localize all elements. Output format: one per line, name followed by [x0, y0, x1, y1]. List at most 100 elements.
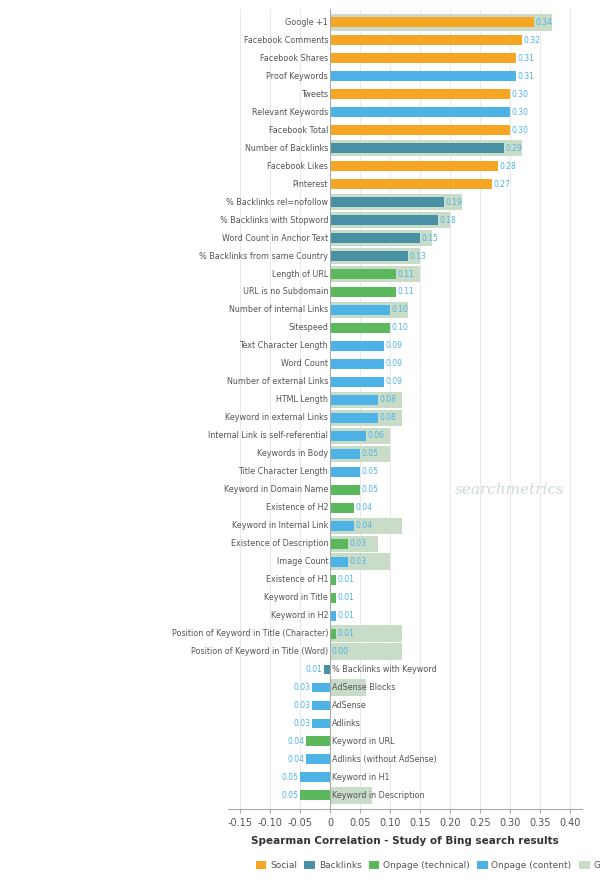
Text: 0.03: 0.03	[350, 557, 367, 566]
Text: 0.05: 0.05	[281, 791, 298, 800]
Text: 0.10: 0.10	[392, 324, 409, 332]
Text: 0.04: 0.04	[287, 755, 304, 764]
Bar	[330, 107, 510, 118]
Bar	[330, 625, 402, 642]
Text: AdSense: AdSense	[332, 701, 367, 710]
Text: Existence of H1: Existence of H1	[266, 575, 328, 584]
Bar	[330, 484, 360, 495]
Text: Existence of Description: Existence of Description	[230, 539, 328, 548]
Bar	[330, 557, 348, 567]
Text: Keyword in Description: Keyword in Description	[332, 791, 424, 800]
Bar	[330, 215, 438, 225]
Bar	[330, 89, 510, 99]
Text: Length of URL: Length of URL	[272, 270, 328, 278]
Text: Adlinks: Adlinks	[332, 719, 361, 728]
Bar	[330, 392, 402, 408]
Bar	[330, 266, 420, 282]
Bar	[330, 449, 360, 459]
Text: 0.30: 0.30	[512, 126, 529, 134]
Text: Tweets: Tweets	[301, 90, 328, 99]
Bar	[330, 517, 402, 534]
Text: Adlinks (without AdSense): Adlinks (without AdSense)	[332, 755, 437, 764]
Text: 0.04: 0.04	[287, 737, 304, 746]
Text: 0.03: 0.03	[293, 683, 310, 692]
Text: Number of internal Links: Number of internal Links	[229, 306, 328, 315]
Text: 0.30: 0.30	[512, 108, 529, 117]
Text: 0.11: 0.11	[398, 270, 415, 278]
Text: 0.09: 0.09	[386, 360, 403, 369]
Text: Existence of H2: Existence of H2	[266, 503, 328, 512]
Bar	[330, 161, 498, 171]
Text: Keyword in Domain Name: Keyword in Domain Name	[224, 485, 328, 494]
Text: Image Count: Image Count	[277, 557, 328, 566]
Text: Facebook Comments: Facebook Comments	[244, 35, 328, 45]
Bar	[330, 287, 396, 297]
Text: 0.32: 0.32	[524, 35, 541, 45]
Text: Keyword in URL: Keyword in URL	[332, 737, 394, 746]
Text: Keywords in Body: Keywords in Body	[257, 449, 328, 458]
Bar	[330, 644, 402, 659]
Text: 0.03: 0.03	[293, 719, 310, 728]
Text: Position of Keyword in Title (Word): Position of Keyword in Title (Word)	[191, 647, 328, 656]
Bar	[324, 665, 330, 674]
Text: 0.05: 0.05	[362, 468, 379, 476]
Text: HTML Length: HTML Length	[277, 395, 328, 404]
Bar	[330, 359, 384, 369]
Bar	[330, 395, 378, 405]
Bar	[330, 787, 372, 804]
Text: Proof Keywords: Proof Keywords	[266, 72, 328, 80]
Bar	[330, 53, 516, 64]
Text: 0.09: 0.09	[386, 341, 403, 350]
Text: Text Character Length: Text Character Length	[239, 341, 328, 350]
Bar	[312, 700, 330, 711]
Text: searchmetrics: searchmetrics	[455, 483, 565, 497]
Bar	[330, 629, 336, 638]
Text: 0.09: 0.09	[386, 377, 403, 386]
Text: Word Count in Anchor Text: Word Count in Anchor Text	[222, 233, 328, 242]
Text: 0.03: 0.03	[350, 539, 367, 548]
Bar	[330, 230, 432, 247]
Bar	[300, 773, 330, 782]
Text: 0.01: 0.01	[338, 575, 355, 584]
Bar	[330, 194, 462, 210]
Bar	[312, 719, 330, 728]
Bar	[330, 35, 522, 45]
Bar	[330, 503, 354, 513]
Bar	[330, 212, 450, 228]
Text: % Backlinks with Keyword: % Backlinks with Keyword	[332, 665, 436, 674]
Bar	[330, 428, 390, 444]
Bar	[330, 197, 444, 207]
Text: Number of external Links: Number of external Links	[227, 377, 328, 386]
Bar	[330, 592, 336, 603]
Bar	[330, 305, 390, 315]
Text: Facebook Shares: Facebook Shares	[260, 54, 328, 63]
Text: Position of Keyword in Title (Character): Position of Keyword in Title (Character)	[172, 629, 328, 638]
Text: AdSense Blocks: AdSense Blocks	[332, 683, 395, 692]
Text: 0.01: 0.01	[305, 665, 322, 674]
Bar	[330, 341, 384, 351]
Bar	[330, 575, 336, 584]
Text: 0.05: 0.05	[362, 449, 379, 458]
Bar	[330, 538, 348, 549]
Text: 0.01: 0.01	[338, 593, 355, 602]
Bar	[330, 269, 396, 279]
Bar	[330, 377, 384, 387]
Text: 0.27: 0.27	[494, 179, 511, 188]
Text: Number of Backlinks: Number of Backlinks	[245, 144, 328, 153]
Text: 0.08: 0.08	[380, 414, 397, 423]
Bar	[330, 536, 378, 552]
Bar	[300, 790, 330, 800]
Bar	[330, 72, 516, 81]
Bar	[306, 736, 330, 746]
Text: 0.01: 0.01	[338, 611, 355, 620]
Bar	[330, 248, 420, 264]
Bar	[330, 431, 366, 441]
Bar	[330, 553, 390, 570]
Text: Keyword in external Links: Keyword in external Links	[226, 414, 328, 423]
Bar	[306, 754, 330, 765]
Text: Keyword in H1: Keyword in H1	[332, 773, 389, 782]
Text: 0.28: 0.28	[500, 162, 517, 171]
Text: 0.08: 0.08	[380, 395, 397, 404]
Text: 0.31: 0.31	[518, 72, 535, 80]
Text: 0.18: 0.18	[440, 216, 457, 225]
